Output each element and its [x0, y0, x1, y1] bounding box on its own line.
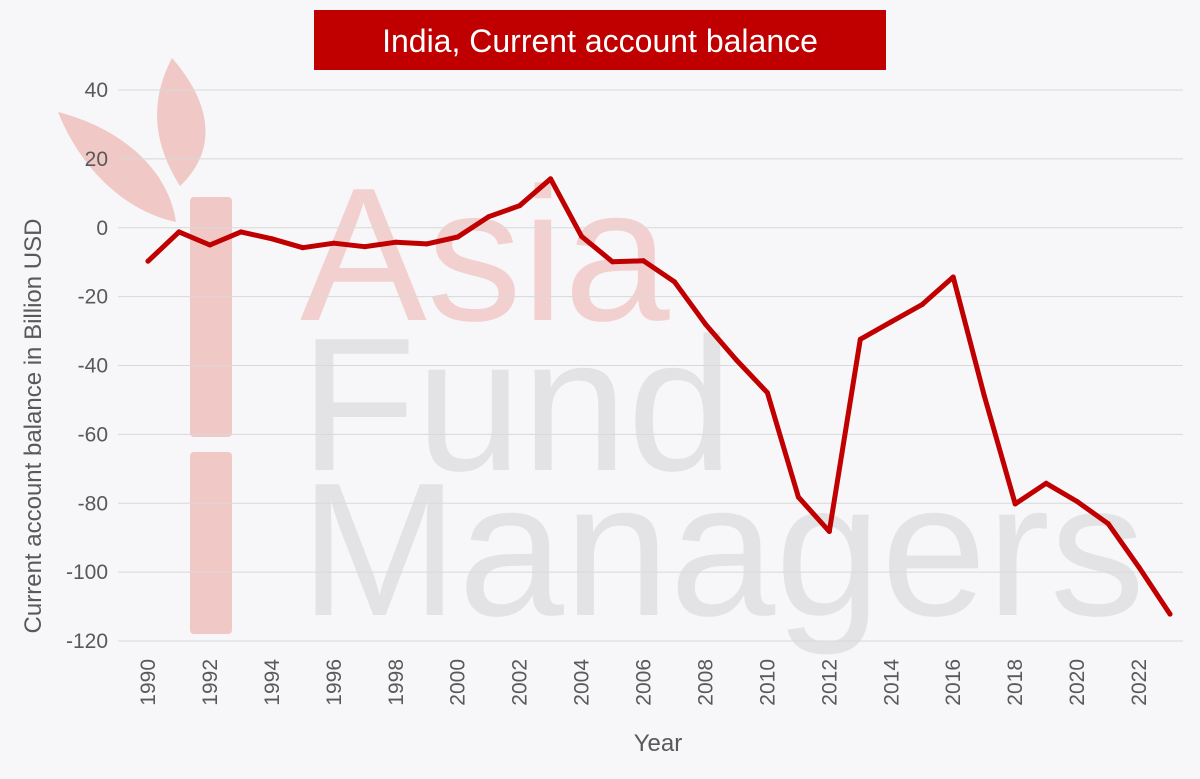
data-point-2022	[1136, 564, 1142, 570]
x-tick-label: 2018	[1004, 659, 1027, 706]
x-tick-label: 2022	[1128, 659, 1151, 706]
chart-title: India, Current account balance	[382, 23, 818, 59]
data-point-2006	[641, 258, 647, 264]
data-point-2016	[950, 274, 956, 280]
data-point-1994	[269, 236, 275, 242]
watermark-leaf-left	[58, 112, 176, 222]
data-point-2020	[1074, 499, 1080, 505]
watermark-word-asia: Asia	[300, 149, 670, 361]
x-tick-label: 2000	[447, 659, 470, 706]
y-axis-title: Current account balance in Billion USD	[20, 219, 47, 634]
data-point-2003	[548, 176, 554, 182]
x-tick-label: 1990	[137, 659, 160, 706]
y-tick-label: -100	[66, 561, 108, 584]
data-point-2014	[888, 319, 894, 325]
data-point-2013	[857, 336, 863, 342]
data-point-2010	[764, 390, 770, 396]
data-point-2007	[671, 279, 677, 285]
data-point-1990	[145, 258, 151, 264]
y-tick-label: -120	[66, 630, 108, 653]
watermark-stalk-top	[190, 197, 232, 437]
x-tick-label: 1994	[261, 659, 284, 706]
data-point-1998	[393, 239, 399, 245]
x-tick-label: 1996	[323, 659, 346, 706]
y-tick-label: 0	[96, 217, 108, 240]
watermark-logo-icon	[58, 58, 232, 634]
data-point-1999	[424, 241, 430, 247]
x-axis-title: Year	[634, 730, 683, 757]
x-tick-label: 2010	[756, 659, 779, 706]
data-point-1995	[300, 245, 306, 251]
data-point-2019	[1043, 480, 1049, 486]
watermark-stalk-bottom	[190, 452, 232, 634]
y-tick-label: -40	[78, 355, 108, 378]
series-layer	[145, 176, 1173, 617]
watermark-word-managers: Managers	[300, 444, 1145, 656]
x-tick-label: 2014	[880, 659, 903, 706]
data-point-2015	[919, 302, 925, 308]
watermark-leaf-right	[157, 58, 206, 186]
data-point-2021	[1105, 521, 1111, 527]
data-point-2000	[455, 234, 461, 240]
series-line-0	[145, 176, 1173, 617]
data-point-2002	[517, 203, 523, 209]
title-banner	[314, 10, 886, 70]
data-point-1993	[238, 229, 244, 235]
y-tick-label: -20	[78, 286, 108, 309]
x-tick-label: 2002	[509, 659, 532, 706]
data-point-2023	[1167, 611, 1173, 617]
data-point-2001	[486, 214, 492, 220]
data-point-1996	[331, 240, 337, 246]
y-axis-ticks: 40 20 0 -20 -40 -60 -80 -100 -120	[66, 79, 108, 653]
data-point-1997	[362, 244, 368, 250]
data-point-2012	[826, 528, 832, 534]
data-point-2005	[610, 259, 616, 265]
x-tick-label: 1998	[385, 659, 408, 706]
y-tick-label: 20	[85, 148, 108, 171]
y-tick-label: 40	[85, 79, 108, 102]
data-point-2008	[702, 321, 708, 327]
data-point-2017	[981, 392, 987, 398]
x-tick-label: 2006	[633, 659, 656, 706]
data-point-2009	[733, 357, 739, 363]
x-tick-label: 2020	[1066, 659, 1089, 706]
x-axis-ticks: 1990 1992 1994 1996 1998 2000 2002 2004 2006 2008…	[137, 659, 1151, 706]
x-tick-label: 2012	[818, 659, 841, 706]
x-tick-label: 1992	[199, 659, 222, 706]
data-point-1992	[207, 242, 213, 248]
y-tick-label: -60	[78, 423, 108, 446]
gridlines	[118, 89, 1183, 642]
x-tick-label: 2008	[694, 659, 717, 706]
y-tick-label: -80	[78, 492, 108, 515]
x-tick-label: 2016	[942, 659, 965, 706]
data-point-1991	[176, 229, 182, 235]
x-tick-label: 2004	[571, 659, 594, 706]
data-point-2004	[579, 233, 585, 239]
data-point-2018	[1012, 501, 1018, 507]
watermark-word-fund: Fund	[300, 299, 733, 511]
data-point-2011	[795, 494, 801, 500]
